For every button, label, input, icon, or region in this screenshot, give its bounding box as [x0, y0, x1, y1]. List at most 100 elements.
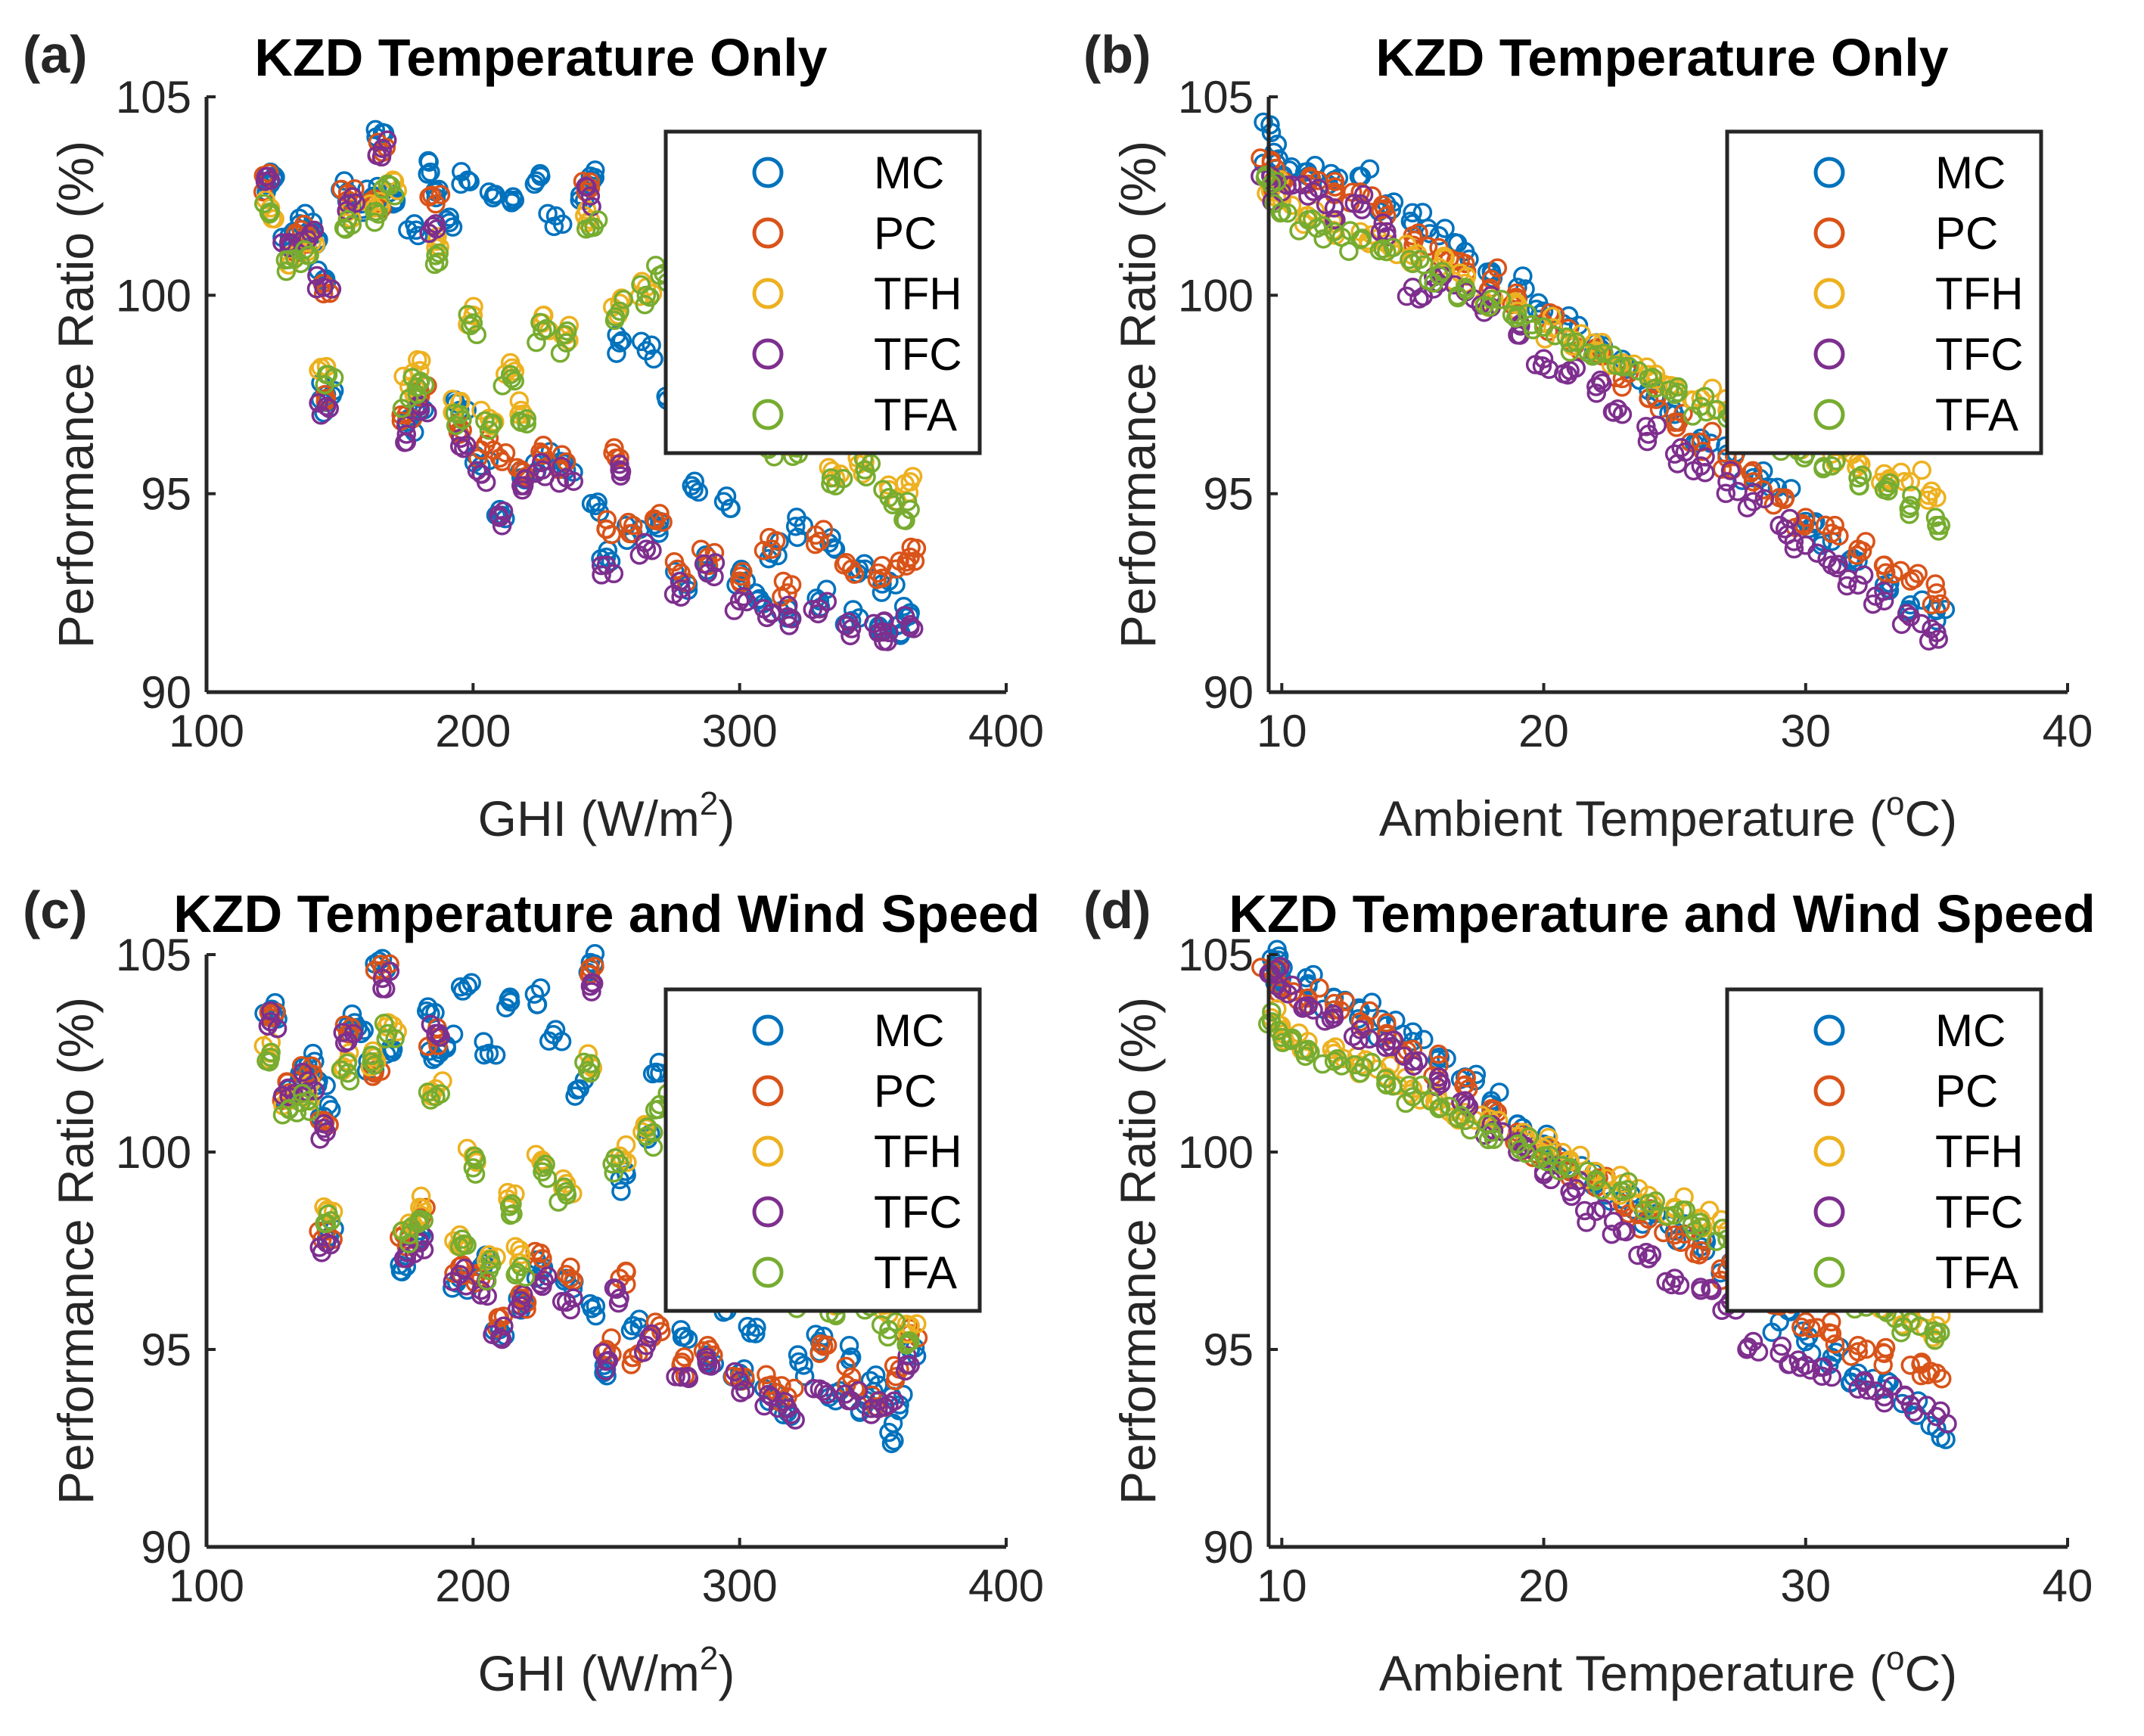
data-point: [433, 1071, 452, 1091]
data-point: [900, 617, 920, 638]
data-point: [1303, 182, 1323, 201]
data-point: [488, 505, 508, 525]
data-point: [418, 1082, 438, 1102]
data-point: [1899, 498, 1919, 519]
legend-marker-MC: [1813, 1014, 1845, 1046]
data-point: [601, 551, 621, 572]
legend-marker-MC: [1813, 157, 1845, 188]
data-point: [1435, 248, 1456, 269]
data-point: [1922, 481, 1941, 501]
data-point: [256, 1051, 276, 1071]
data-point: [505, 371, 525, 391]
legend-label-TFA: TFA: [1935, 390, 2018, 440]
data-point: [623, 1347, 642, 1368]
data-point: [1702, 421, 1722, 442]
data-point: [1841, 1346, 1861, 1366]
legend-label-PC: PC: [874, 1066, 937, 1116]
data-point: [492, 376, 513, 396]
x-axis-label-main: Ambient Temperature (: [1379, 1645, 1886, 1701]
data-point: [1902, 486, 1922, 505]
data-point: [452, 1229, 472, 1250]
data-point: [343, 1023, 364, 1044]
data-marks: [1251, 112, 1956, 651]
data-point: [679, 1368, 699, 1389]
data-point: [897, 492, 918, 511]
panel-label-c: (c): [23, 880, 88, 939]
data-point: [1519, 1127, 1539, 1147]
data-point: [1784, 539, 1804, 559]
data-point: [598, 1350, 619, 1371]
data-point: [1664, 444, 1685, 464]
data-point: [294, 240, 315, 259]
data-point: [1630, 1219, 1651, 1239]
data-point: [1410, 250, 1430, 269]
y-axis-label: Performance Ratio (%): [1110, 141, 1166, 648]
data-point: [1813, 458, 1833, 479]
data-point: [477, 1286, 497, 1306]
data-point: [1639, 388, 1659, 408]
data-point: [1928, 521, 1949, 541]
data-point: [1313, 229, 1333, 249]
data-point: [645, 511, 666, 531]
data-point: [1748, 1342, 1769, 1362]
data-point: [644, 349, 663, 369]
data-point: [1657, 1207, 1676, 1226]
data-point: [1919, 631, 1939, 651]
data-point: [1720, 461, 1741, 480]
data-point: [343, 187, 362, 207]
data-point: [425, 180, 445, 200]
data-point: [496, 443, 516, 463]
data-point: [893, 510, 913, 529]
data-point: [1876, 563, 1896, 582]
data-point: [371, 147, 392, 167]
data-point: [427, 219, 446, 239]
data-point: [839, 612, 859, 632]
data-point: [1880, 473, 1900, 493]
legend-marker-PC: [1813, 1075, 1845, 1107]
x-axis-label-main: GHI (W/m: [478, 1645, 700, 1701]
series-TFC: [1259, 956, 1957, 1434]
plot-area-a: 100 200 300 400 90 95 100 105 GHI (W/m2) Performa…: [48, 72, 1044, 846]
data-point: [1695, 463, 1715, 483]
x-tick-label: 10: [1257, 1561, 1307, 1611]
y-tick-label: 100: [1178, 270, 1254, 321]
data-point: [366, 201, 386, 222]
legend-label-TFC: TFC: [874, 329, 962, 380]
data-point: [601, 524, 622, 545]
data-point: [1891, 1323, 1911, 1343]
y-tick-label: 105: [116, 72, 191, 123]
data-point: [855, 460, 875, 480]
data-point: [724, 601, 744, 620]
data-point: [580, 186, 601, 206]
data-point: [1822, 1312, 1841, 1332]
legend-marker-TFC: [1813, 1196, 1845, 1228]
data-point: [604, 438, 624, 458]
data-point: [482, 414, 502, 434]
data-point: [1928, 629, 1948, 649]
data-point: [747, 1318, 766, 1337]
data-point: [833, 468, 853, 489]
data-point: [884, 1391, 904, 1411]
data-point: [510, 411, 530, 431]
data-point: [607, 325, 626, 345]
data-point: [838, 1390, 858, 1411]
data-point: [1340, 221, 1360, 241]
data-point: [1456, 1068, 1476, 1088]
data-point: [396, 424, 416, 444]
data-point: [1646, 390, 1667, 409]
data-point: [552, 214, 573, 234]
data-point: [1566, 332, 1586, 352]
data-point: [1788, 1350, 1808, 1370]
data-point: [862, 1399, 881, 1418]
legend-label-MC: MC: [874, 148, 944, 198]
data-point: [1682, 1215, 1702, 1234]
panel-c: (c) KZD Temperature and Wind Speed 100 20…: [23, 880, 1044, 1701]
data-point: [1616, 1222, 1636, 1242]
data-point: [524, 984, 545, 1004]
data-point: [623, 523, 642, 544]
data-point: [1790, 1358, 1810, 1377]
data-point: [391, 405, 411, 425]
data-point: [1701, 1278, 1720, 1299]
data-point: [430, 1084, 451, 1104]
